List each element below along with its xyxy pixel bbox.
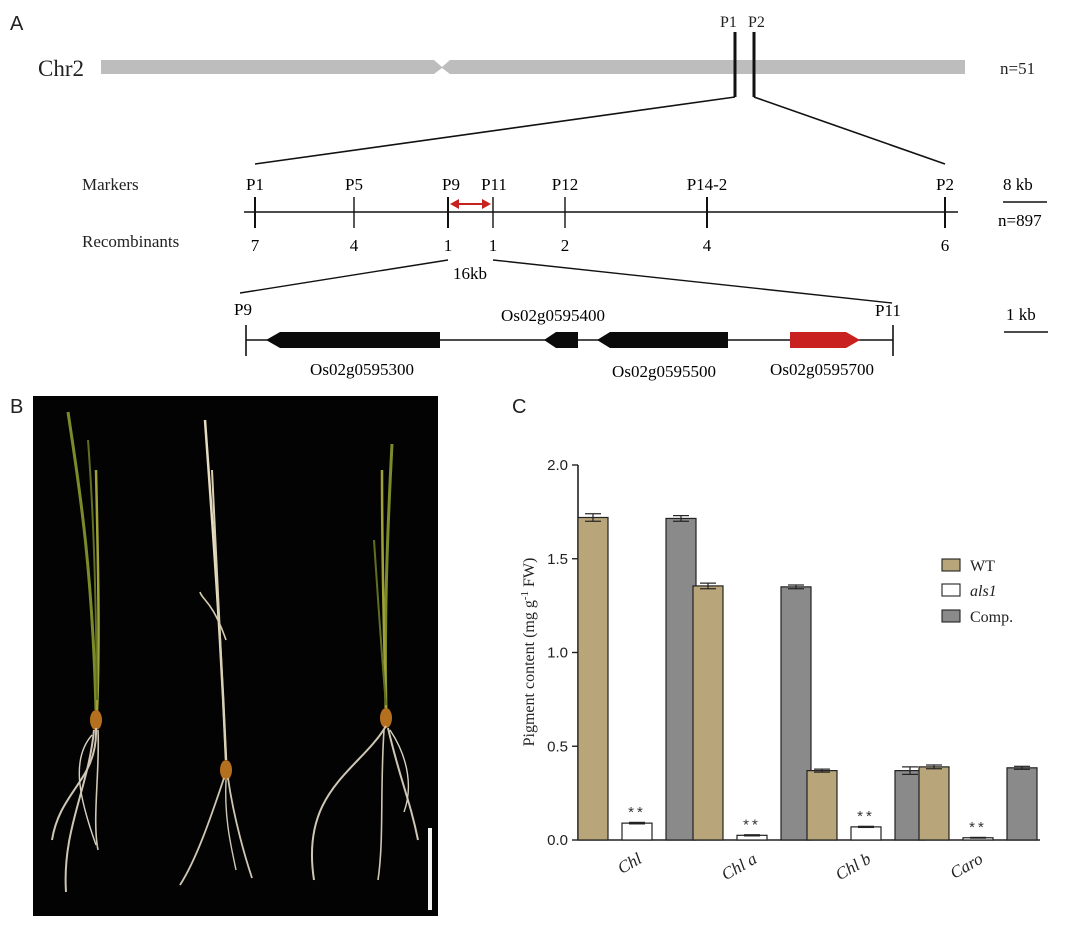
- recombinant-count-p11: 1: [489, 236, 498, 255]
- seedling-photo-content: [51, 411, 432, 910]
- y-tick-label-2: 1.0: [547, 645, 568, 662]
- marker-label-p2: P2: [936, 175, 954, 194]
- legend-label-2: Comp.: [970, 609, 1013, 626]
- significance-0: **: [628, 804, 646, 821]
- gene-os02g0595700: [790, 332, 860, 348]
- significance-2: **: [857, 808, 875, 825]
- y-axis-label: Pigment content (mg g-1 FW): [519, 558, 538, 747]
- gene-label-os02g0595300: Os02g0595300: [310, 360, 414, 379]
- gene-map-left-marker: P9: [234, 300, 252, 319]
- panel-b: B: [10, 396, 438, 916]
- bar-wt-1: [692, 585, 724, 841]
- gene-os02g0595300: [266, 332, 440, 348]
- gene-os02g0595500: [597, 332, 728, 348]
- interval-size-label: 16kb: [453, 264, 487, 283]
- recombinant-count-p1: 7: [251, 236, 260, 255]
- seedling-photo: [33, 396, 438, 916]
- chromosome-name: Chr2: [38, 56, 84, 81]
- panel-a-label: A: [10, 13, 24, 35]
- fine-map-markers: P1 P5 P9 P11 P12 P14-2 P2 7 4 1 1 2 4 6: [246, 175, 954, 255]
- recombinant-count-p9: 1: [444, 236, 453, 255]
- marker-label-p5: P5: [345, 175, 363, 194]
- recombinant-count-p14-2: 4: [703, 236, 712, 255]
- markers-row-label: Markers: [82, 175, 139, 194]
- gene-os02g0595400: [544, 332, 578, 348]
- zoom-line-left: [254, 96, 736, 165]
- recombinant-count-p2: 6: [941, 236, 950, 255]
- gene-label-os02g0595500: Os02g0595500: [612, 362, 716, 381]
- bar-wt-0: [577, 516, 609, 841]
- marker-label-p1: P1: [246, 175, 264, 194]
- chromosome-marker-p2: P2: [748, 14, 765, 31]
- bar-comp-3: [1006, 767, 1038, 841]
- bar-wt-2: [806, 770, 838, 841]
- pigment-chart: 0.0 0.5 1.0 1.5 2.0 Pigment content (mg g-1 F…: [519, 457, 1040, 884]
- bar-wt-3: [918, 766, 950, 841]
- gene-zoom-line-left: [239, 259, 449, 294]
- x-tick-label-1: Chl a: [718, 849, 760, 884]
- candidate-interval-arrow: [450, 199, 491, 209]
- fine-map-sample-size: n=897: [998, 211, 1042, 230]
- chromosome-marker-p1: P1: [720, 14, 737, 31]
- photo-scale-bar: [428, 828, 432, 910]
- significance-1: **: [743, 816, 761, 833]
- bar-als1-2: [850, 826, 882, 841]
- legend-swatch-2: [941, 609, 961, 623]
- chromosome-bar: [101, 60, 965, 74]
- panel-c: C 0.0 0.5 1.0 1.5 2.0 Pigment content (mg g-1…: [512, 396, 1040, 884]
- x-tick-label-0: Chl: [614, 849, 645, 878]
- legend-swatch-1: [941, 583, 961, 597]
- legend-label-1: als1: [970, 583, 997, 600]
- gene-map-right-marker: P11: [875, 301, 901, 320]
- y-tick-label-3: 1.5: [547, 551, 568, 568]
- y-tick-label-1: 0.5: [547, 738, 568, 755]
- zoom-line-right: [753, 96, 946, 165]
- y-tick-label-0: 0.0: [547, 832, 568, 849]
- marker-label-p9: P9: [442, 175, 460, 194]
- bar-als1-0: [621, 822, 653, 841]
- gene-label-os02g0595400: Os02g0595400: [501, 306, 605, 325]
- fine-map-scale-label: 8 kb: [1003, 175, 1033, 194]
- gene-zoom-line-right: [492, 259, 893, 304]
- panel-c-label: C: [512, 396, 526, 418]
- x-tick-label-3: Caro: [947, 849, 986, 883]
- gene-map-scale-label: 1 kb: [1006, 305, 1036, 324]
- legend-label-0: WT: [970, 558, 995, 575]
- recombinant-count-p5: 4: [350, 236, 359, 255]
- panel-b-label: B: [10, 396, 23, 418]
- gene-label-os02g0595700: Os02g0595700: [770, 360, 874, 379]
- panel-a: A Chr2 n=51 P1 P2 Markers Recombinants P…: [10, 13, 1048, 381]
- y-tick-label-4: 2.0: [547, 457, 568, 474]
- marker-label-p11: P11: [481, 175, 507, 194]
- recombinant-count-p12: 2: [561, 236, 570, 255]
- marker-label-p14-2: P14-2: [687, 175, 728, 194]
- chromosome-sample-size: n=51: [1000, 59, 1035, 78]
- x-tick-label-2: Chl b: [832, 849, 874, 884]
- legend-swatch-0: [941, 558, 961, 572]
- significance-3: **: [969, 819, 987, 836]
- recombinants-row-label: Recombinants: [82, 232, 179, 251]
- bar-comp-0: [665, 517, 697, 841]
- bar-comp-1: [780, 586, 812, 841]
- marker-label-p12: P12: [552, 175, 578, 194]
